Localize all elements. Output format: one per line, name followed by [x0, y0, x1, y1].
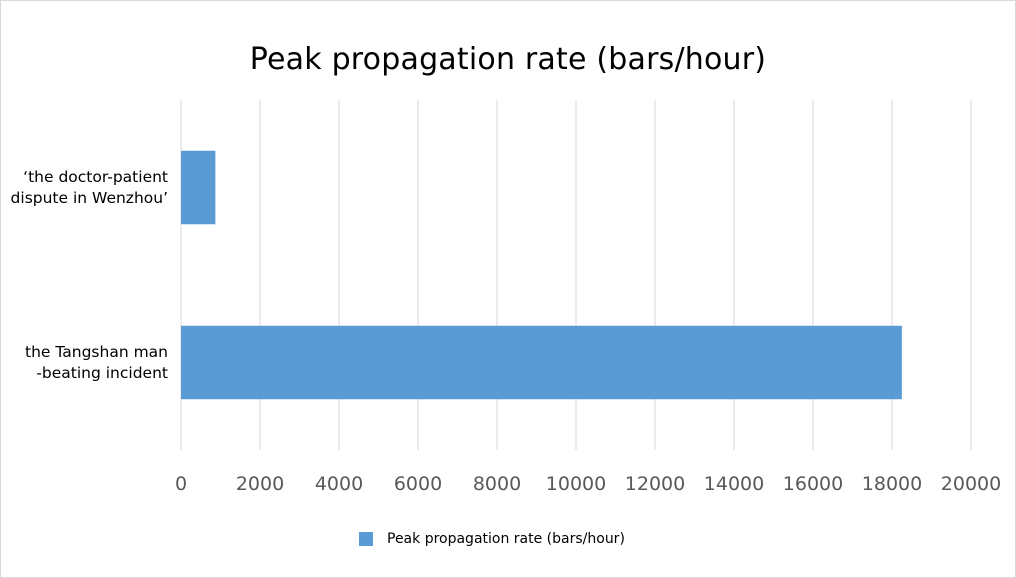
bar [181, 150, 216, 225]
legend-label: Peak propagation rate (bars/hour) [387, 531, 625, 547]
y-category-label: -beating incident [36, 364, 168, 382]
x-tick-label: 4000 [315, 473, 363, 495]
bar [181, 325, 902, 400]
x-tick-label: 8000 [473, 473, 521, 495]
x-tick-label: 14000 [704, 473, 764, 495]
x-tick-label: 0 [175, 473, 187, 495]
x-tick-label: 18000 [862, 473, 922, 495]
x-tick-label: 10000 [546, 473, 606, 495]
x-tick-label: 20000 [941, 473, 1001, 495]
legend-swatch [359, 532, 373, 546]
x-tick-label: 6000 [394, 473, 442, 495]
x-tick-label: 2000 [236, 473, 284, 495]
chart-title: Peak propagation rate (bars/hour) [249, 42, 767, 77]
y-category-label: the Tangshan man [25, 343, 168, 361]
legend: Peak propagation rate (bars/hour) [359, 528, 625, 550]
y-category-label: ‘the doctor-patient [23, 168, 168, 186]
y-category-label: dispute in Wenzhou’ [11, 189, 168, 207]
x-tick-label: 12000 [625, 473, 685, 495]
x-tick-label: 16000 [783, 473, 843, 495]
